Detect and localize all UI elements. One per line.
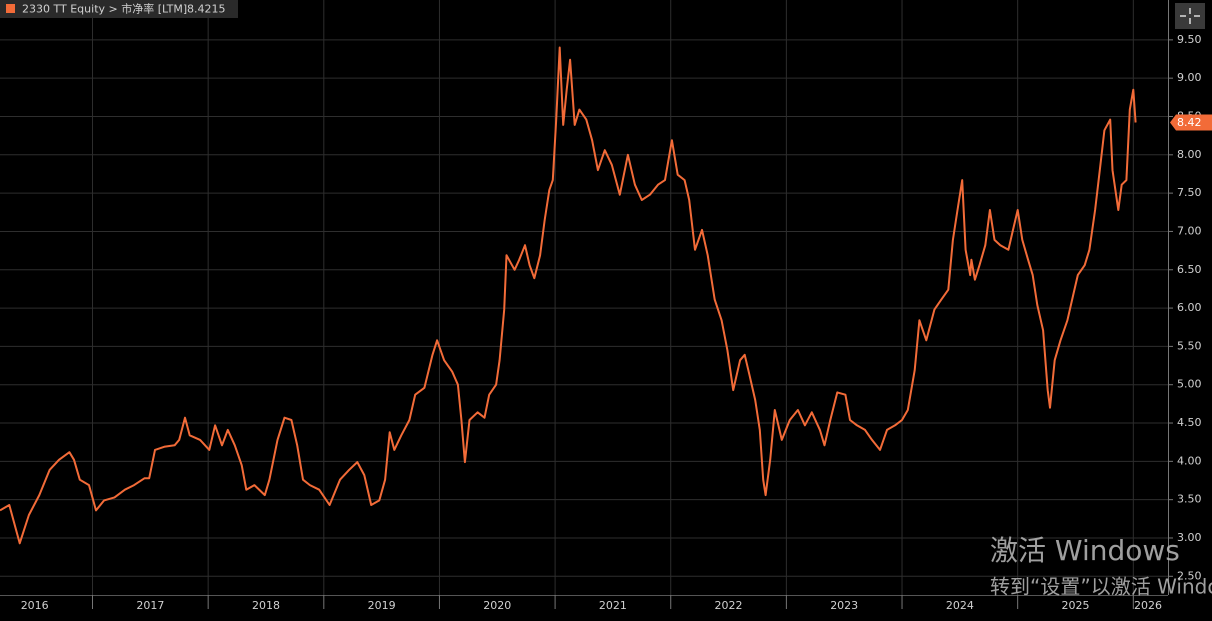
x-tick-label: 2021 bbox=[599, 599, 627, 612]
y-tick-label: 6.00 bbox=[1177, 301, 1202, 314]
watermark-line2: 转到“设置”以激活 Windows bbox=[990, 575, 1212, 599]
y-tick-label: 3.50 bbox=[1177, 493, 1202, 506]
watermark-line1: 激活 Windows bbox=[990, 534, 1180, 567]
x-tick-label: 2019 bbox=[368, 599, 396, 612]
y-tick-label: 7.00 bbox=[1177, 224, 1202, 237]
y-tick-label: 5.00 bbox=[1177, 378, 1202, 391]
x-tick-label: 2018 bbox=[252, 599, 280, 612]
x-tick-label: 2025 bbox=[1061, 599, 1089, 612]
x-tick-label: 2023 bbox=[830, 599, 858, 612]
x-tick-label: 2016 bbox=[21, 599, 49, 612]
y-tick-label: 4.00 bbox=[1177, 454, 1202, 467]
y-tick-label: 3.00 bbox=[1177, 531, 1202, 544]
x-tick-label: 2026 bbox=[1134, 599, 1162, 612]
x-tick-label: 2017 bbox=[136, 599, 164, 612]
legend-swatch bbox=[6, 4, 15, 13]
x-tick-label: 2020 bbox=[483, 599, 511, 612]
y-tick-label: 9.00 bbox=[1177, 71, 1202, 84]
x-tick-label: 2022 bbox=[715, 599, 743, 612]
y-tick-label: 6.50 bbox=[1177, 263, 1202, 276]
y-tick-label: 4.50 bbox=[1177, 416, 1202, 429]
legend-label: 2330 TT Equity > 市净率 [LTM] bbox=[22, 2, 187, 16]
x-tick-label: 2024 bbox=[946, 599, 974, 612]
last-value-label: 8.42 bbox=[1177, 116, 1202, 129]
y-tick-label: 5.50 bbox=[1177, 339, 1202, 352]
legend-box bbox=[0, 0, 238, 18]
legend-last-value: 8.4215 bbox=[187, 3, 226, 16]
y-tick-label: 8.00 bbox=[1177, 148, 1202, 161]
last-value-tag bbox=[1170, 114, 1212, 131]
crosshair-icon bbox=[1180, 8, 1200, 24]
crosshair-button[interactable] bbox=[1175, 3, 1205, 29]
y-tick-label: 7.50 bbox=[1177, 186, 1202, 199]
y-tick-label: 9.50 bbox=[1177, 33, 1202, 46]
y-tick-label: 2.50 bbox=[1177, 569, 1202, 582]
series-line bbox=[0, 46, 1137, 545]
line-layer bbox=[0, 46, 1137, 545]
